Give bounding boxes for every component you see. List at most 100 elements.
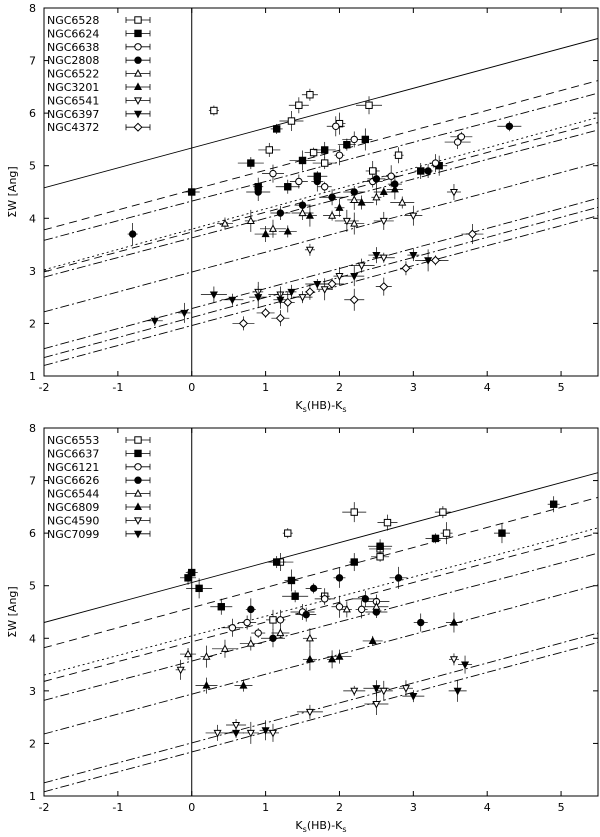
- fit-line: [44, 80, 598, 231]
- data-point: [349, 295, 359, 305]
- data-point: [305, 633, 314, 642]
- data-point: [305, 708, 314, 717]
- y-tick-label: 7: [29, 475, 36, 488]
- fit-line: [44, 129, 598, 278]
- data-point: [180, 309, 189, 318]
- legend: NGC6553NGC6637NGC6121NGC6626NGC6544NGC68…: [47, 434, 151, 541]
- data-point: [305, 211, 314, 219]
- legend-label: NGC6121: [47, 461, 99, 474]
- data-point: [335, 574, 344, 582]
- data-point: [306, 91, 314, 99]
- plot-frame: [43, 427, 599, 797]
- data-point: [295, 177, 303, 186]
- data-point: [467, 229, 477, 239]
- x-tick-label: 5: [558, 801, 565, 814]
- data-point: [268, 224, 278, 232]
- data-point: [287, 288, 296, 297]
- x-tick-label: -1: [112, 801, 123, 814]
- y-tick-label: 1: [29, 790, 36, 803]
- data-point: [424, 167, 432, 175]
- data-point: [295, 101, 303, 109]
- data-point: [372, 685, 381, 693]
- series-ngc3201: [254, 179, 403, 243]
- legend-marker: [133, 517, 143, 525]
- data-point: [298, 294, 307, 302]
- legend-label: NGC6397: [47, 108, 99, 121]
- x-tick-label: -2: [39, 801, 50, 814]
- data-point: [379, 217, 388, 226]
- data-point: [261, 229, 270, 238]
- data-point: [350, 687, 359, 696]
- data-point: [335, 603, 344, 611]
- x-tick-label: 4: [484, 801, 491, 814]
- data-point: [320, 286, 329, 294]
- legend-marker: [134, 463, 142, 471]
- data-point: [247, 159, 255, 167]
- fit-line: [44, 92, 598, 241]
- data-point: [335, 151, 344, 159]
- top-panel: -2 -1 0 1 2 3 4 5 1 2 3 4 5 6 7 8 Ks(HB)-Ks ΣW [Ang] NGC65…: [6, 2, 599, 414]
- data-point: [195, 584, 203, 593]
- data-point: [309, 584, 318, 593]
- fit-line: [44, 206, 598, 359]
- x-tick-label: 2: [336, 381, 343, 394]
- legend-label: NGC6544: [47, 488, 99, 501]
- data-point: [387, 172, 395, 180]
- series-ngc6528: [208, 88, 404, 181]
- data-point: [431, 534, 440, 543]
- data-point: [239, 681, 248, 689]
- data-point: [284, 529, 292, 537]
- data-point: [379, 187, 388, 196]
- data-point: [284, 183, 292, 191]
- data-point: [372, 192, 381, 201]
- data-point: [246, 216, 255, 224]
- data-point: [202, 652, 211, 660]
- data-point: [210, 106, 218, 115]
- legend-label: NGC7099: [47, 528, 99, 541]
- y-tick-label: 5: [29, 160, 36, 173]
- legend-marker: [134, 43, 142, 51]
- y-tick-label: 3: [29, 685, 36, 698]
- data-point: [372, 252, 381, 260]
- data-point: [379, 687, 388, 696]
- data-point: [320, 595, 329, 603]
- y-tick-label: 7: [29, 55, 36, 68]
- data-point: [350, 135, 358, 144]
- data-point: [430, 255, 441, 265]
- y-tick-label: 2: [29, 317, 36, 330]
- series-ngc4372: [232, 224, 484, 331]
- legend-marker: [133, 97, 143, 105]
- data-point: [247, 605, 255, 614]
- legend-marker: [134, 449, 142, 458]
- x-tick-label: 0: [188, 381, 195, 394]
- fit-line: [44, 496, 598, 649]
- data-point: [276, 616, 285, 624]
- y-tick-label: 5: [29, 580, 36, 593]
- legend-label: NGC4590: [47, 514, 99, 527]
- legend-label: NGC4372: [47, 121, 99, 134]
- data-point: [320, 183, 329, 191]
- x-tick-label: 1: [262, 801, 269, 814]
- legend-marker: [133, 502, 143, 511]
- legend-label: NGC6528: [47, 14, 99, 27]
- data-point: [461, 661, 470, 670]
- fit-line: [44, 532, 598, 682]
- legend-label: NGC6626: [47, 474, 99, 487]
- data-point: [453, 687, 462, 696]
- data-point: [305, 287, 315, 297]
- legend-label: NGC6638: [47, 41, 99, 54]
- data-point: [394, 574, 403, 582]
- data-point: [150, 317, 159, 326]
- data-point: [184, 649, 193, 658]
- data-point: [383, 518, 392, 527]
- x-tick-label: 2: [336, 801, 343, 814]
- data-point: [302, 610, 310, 619]
- y-tick-label: 8: [29, 2, 36, 15]
- plot-area: [44, 428, 598, 796]
- legend-marker: [133, 122, 143, 132]
- data-point: [401, 685, 410, 693]
- data-point: [269, 616, 277, 624]
- data-point: [313, 177, 322, 186]
- data-point: [188, 188, 196, 196]
- series-ngc4590: [175, 653, 459, 744]
